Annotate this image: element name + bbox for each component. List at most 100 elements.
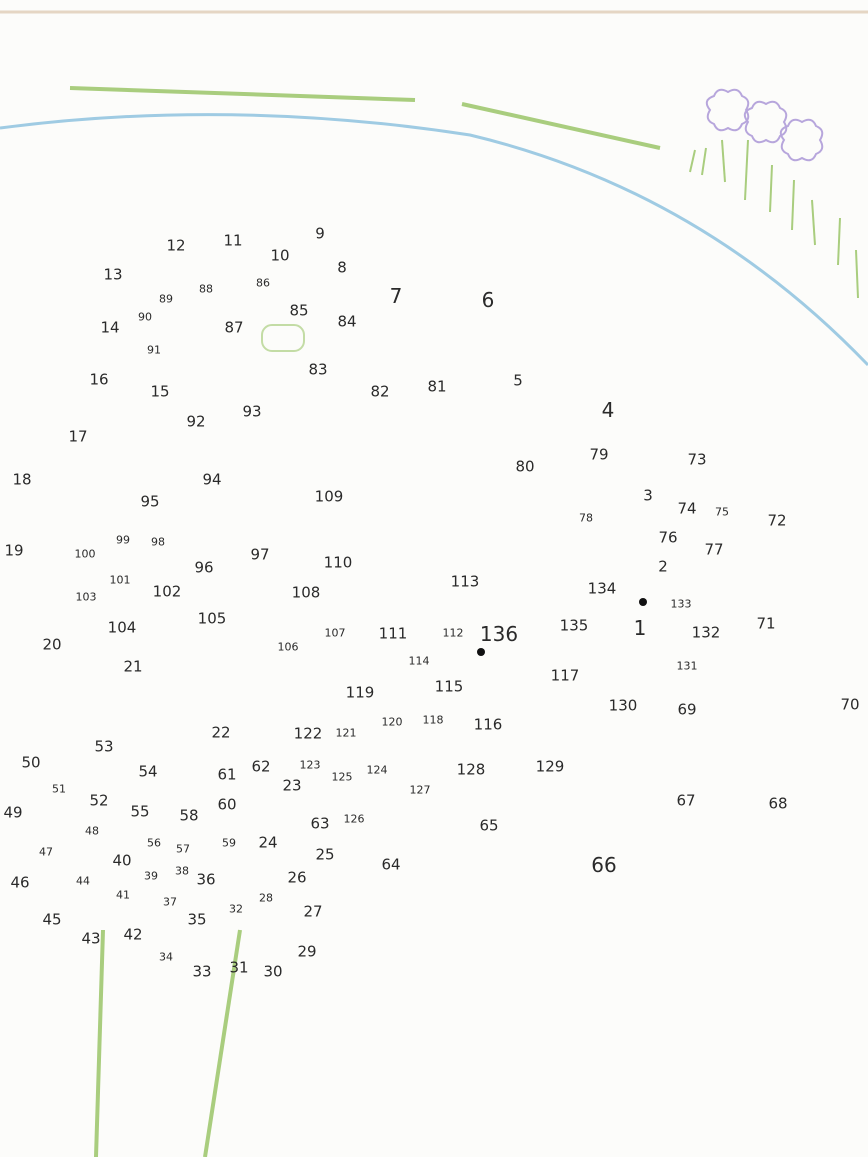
dot-label: 75 — [715, 505, 729, 519]
dot-label: 128 — [456, 760, 486, 779]
dot-label: 4 — [601, 398, 615, 422]
dot-label: 83 — [308, 360, 328, 379]
dot-label: 43 — [81, 929, 101, 948]
dot-label: 6 — [481, 288, 495, 312]
dot-label: 33 — [192, 962, 212, 981]
dot-label: 134 — [587, 579, 617, 598]
dot-label: 40 — [112, 851, 132, 870]
dot-label: 50 — [21, 753, 41, 772]
dot-label: 38 — [175, 864, 189, 878]
dot-label: 98 — [151, 535, 165, 549]
dot-label: 57 — [176, 842, 190, 856]
dot-label: 60 — [217, 795, 237, 814]
dot-label: 123 — [299, 758, 321, 772]
flowers — [705, 88, 824, 162]
dot-label: 88 — [199, 282, 213, 296]
dot-label: 28 — [259, 891, 273, 905]
dot-label: 82 — [370, 382, 390, 401]
dot-label: 68 — [768, 794, 788, 813]
dot-label: 120 — [381, 715, 403, 729]
dot-label: 13 — [103, 265, 123, 284]
start-dot-136 — [477, 648, 485, 656]
dot-label: 23 — [282, 776, 302, 795]
dot-label: 11 — [223, 231, 243, 250]
dot-label: 67 — [676, 791, 696, 810]
dot-label: 91 — [147, 343, 161, 357]
dot-label: 26 — [287, 868, 307, 887]
stem-right — [203, 929, 242, 1157]
dot-label: 70 — [840, 695, 860, 714]
dot-label: 78 — [579, 511, 593, 525]
dot-label: 18 — [12, 470, 32, 489]
dot-label: 121 — [335, 726, 357, 740]
dot-label: 99 — [116, 533, 130, 547]
dot-label: 92 — [186, 412, 206, 431]
dot-label: 10 — [270, 246, 290, 265]
dot-label: 5 — [513, 371, 523, 390]
dot-label: 35 — [187, 910, 207, 929]
dot-label: 29 — [297, 942, 317, 961]
dot-label: 73 — [687, 450, 707, 469]
dot-label: 107 — [324, 626, 346, 640]
dot-label: 122 — [293, 724, 323, 743]
dot-label: 102 — [152, 582, 182, 601]
dot-label: 42 — [123, 925, 143, 944]
dot-label: 113 — [450, 572, 480, 591]
dot-label: 105 — [197, 609, 227, 628]
dot-label: 84 — [337, 312, 357, 331]
dot-label: 79 — [589, 445, 609, 464]
dot-label: 52 — [89, 791, 109, 810]
dot-label: 51 — [52, 782, 66, 796]
dot-label: 126 — [343, 812, 365, 826]
dot-label: 59 — [222, 836, 236, 850]
dot-label: 114 — [408, 654, 430, 668]
dot-label: 95 — [140, 492, 160, 511]
stem-left — [94, 929, 105, 1157]
dot-label: 86 — [256, 276, 270, 290]
dot-label: 133 — [670, 597, 692, 611]
dot-label: 118 — [422, 713, 444, 727]
dot-label: 21 — [123, 657, 143, 676]
dot-label: 55 — [130, 802, 150, 821]
dot-label: 81 — [427, 377, 447, 396]
dot-label: 103 — [75, 590, 97, 604]
dot-label: 87 — [224, 318, 244, 337]
dot-label: 8 — [337, 258, 347, 277]
dot-label: 119 — [345, 683, 375, 702]
dot-label: 71 — [756, 614, 776, 633]
dot-label: 12 — [166, 236, 186, 255]
dot-label: 131 — [676, 659, 698, 673]
dot-label: 104 — [107, 618, 137, 637]
dot-label: 111 — [378, 624, 408, 643]
dot-label: 2 — [658, 557, 668, 576]
dot-label: 124 — [366, 763, 388, 777]
dot-label: 15 — [150, 382, 170, 401]
dot-label: 125 — [331, 770, 353, 784]
dot-label: 14 — [100, 318, 120, 337]
dot-label: 31 — [229, 958, 249, 977]
dot-label: 132 — [691, 623, 721, 642]
dot-label: 37 — [163, 895, 177, 909]
dot-label: 69 — [677, 700, 697, 719]
dot-label: 64 — [381, 855, 401, 874]
dot-label: 117 — [550, 666, 580, 685]
dot-label: 39 — [144, 869, 158, 883]
dot-label: 19 — [4, 541, 24, 560]
dot-label: 22 — [211, 723, 231, 742]
grass-blades — [689, 139, 859, 299]
dot-label: 76 — [658, 528, 678, 547]
dot-label: 54 — [138, 762, 158, 781]
dot-label: 63 — [310, 814, 330, 833]
dot-label: 30 — [263, 962, 283, 981]
dot-label: 101 — [109, 573, 131, 587]
green-blob — [261, 324, 305, 352]
dot-label: 74 — [677, 499, 697, 518]
dot-label: 34 — [159, 950, 173, 964]
dot-label: 129 — [535, 757, 565, 776]
dot-label: 90 — [138, 310, 152, 324]
dot-label: 135 — [559, 616, 589, 635]
dot-label: 56 — [147, 836, 161, 850]
dot-label: 100 — [74, 547, 96, 561]
grass-stroke-left — [69, 86, 416, 102]
